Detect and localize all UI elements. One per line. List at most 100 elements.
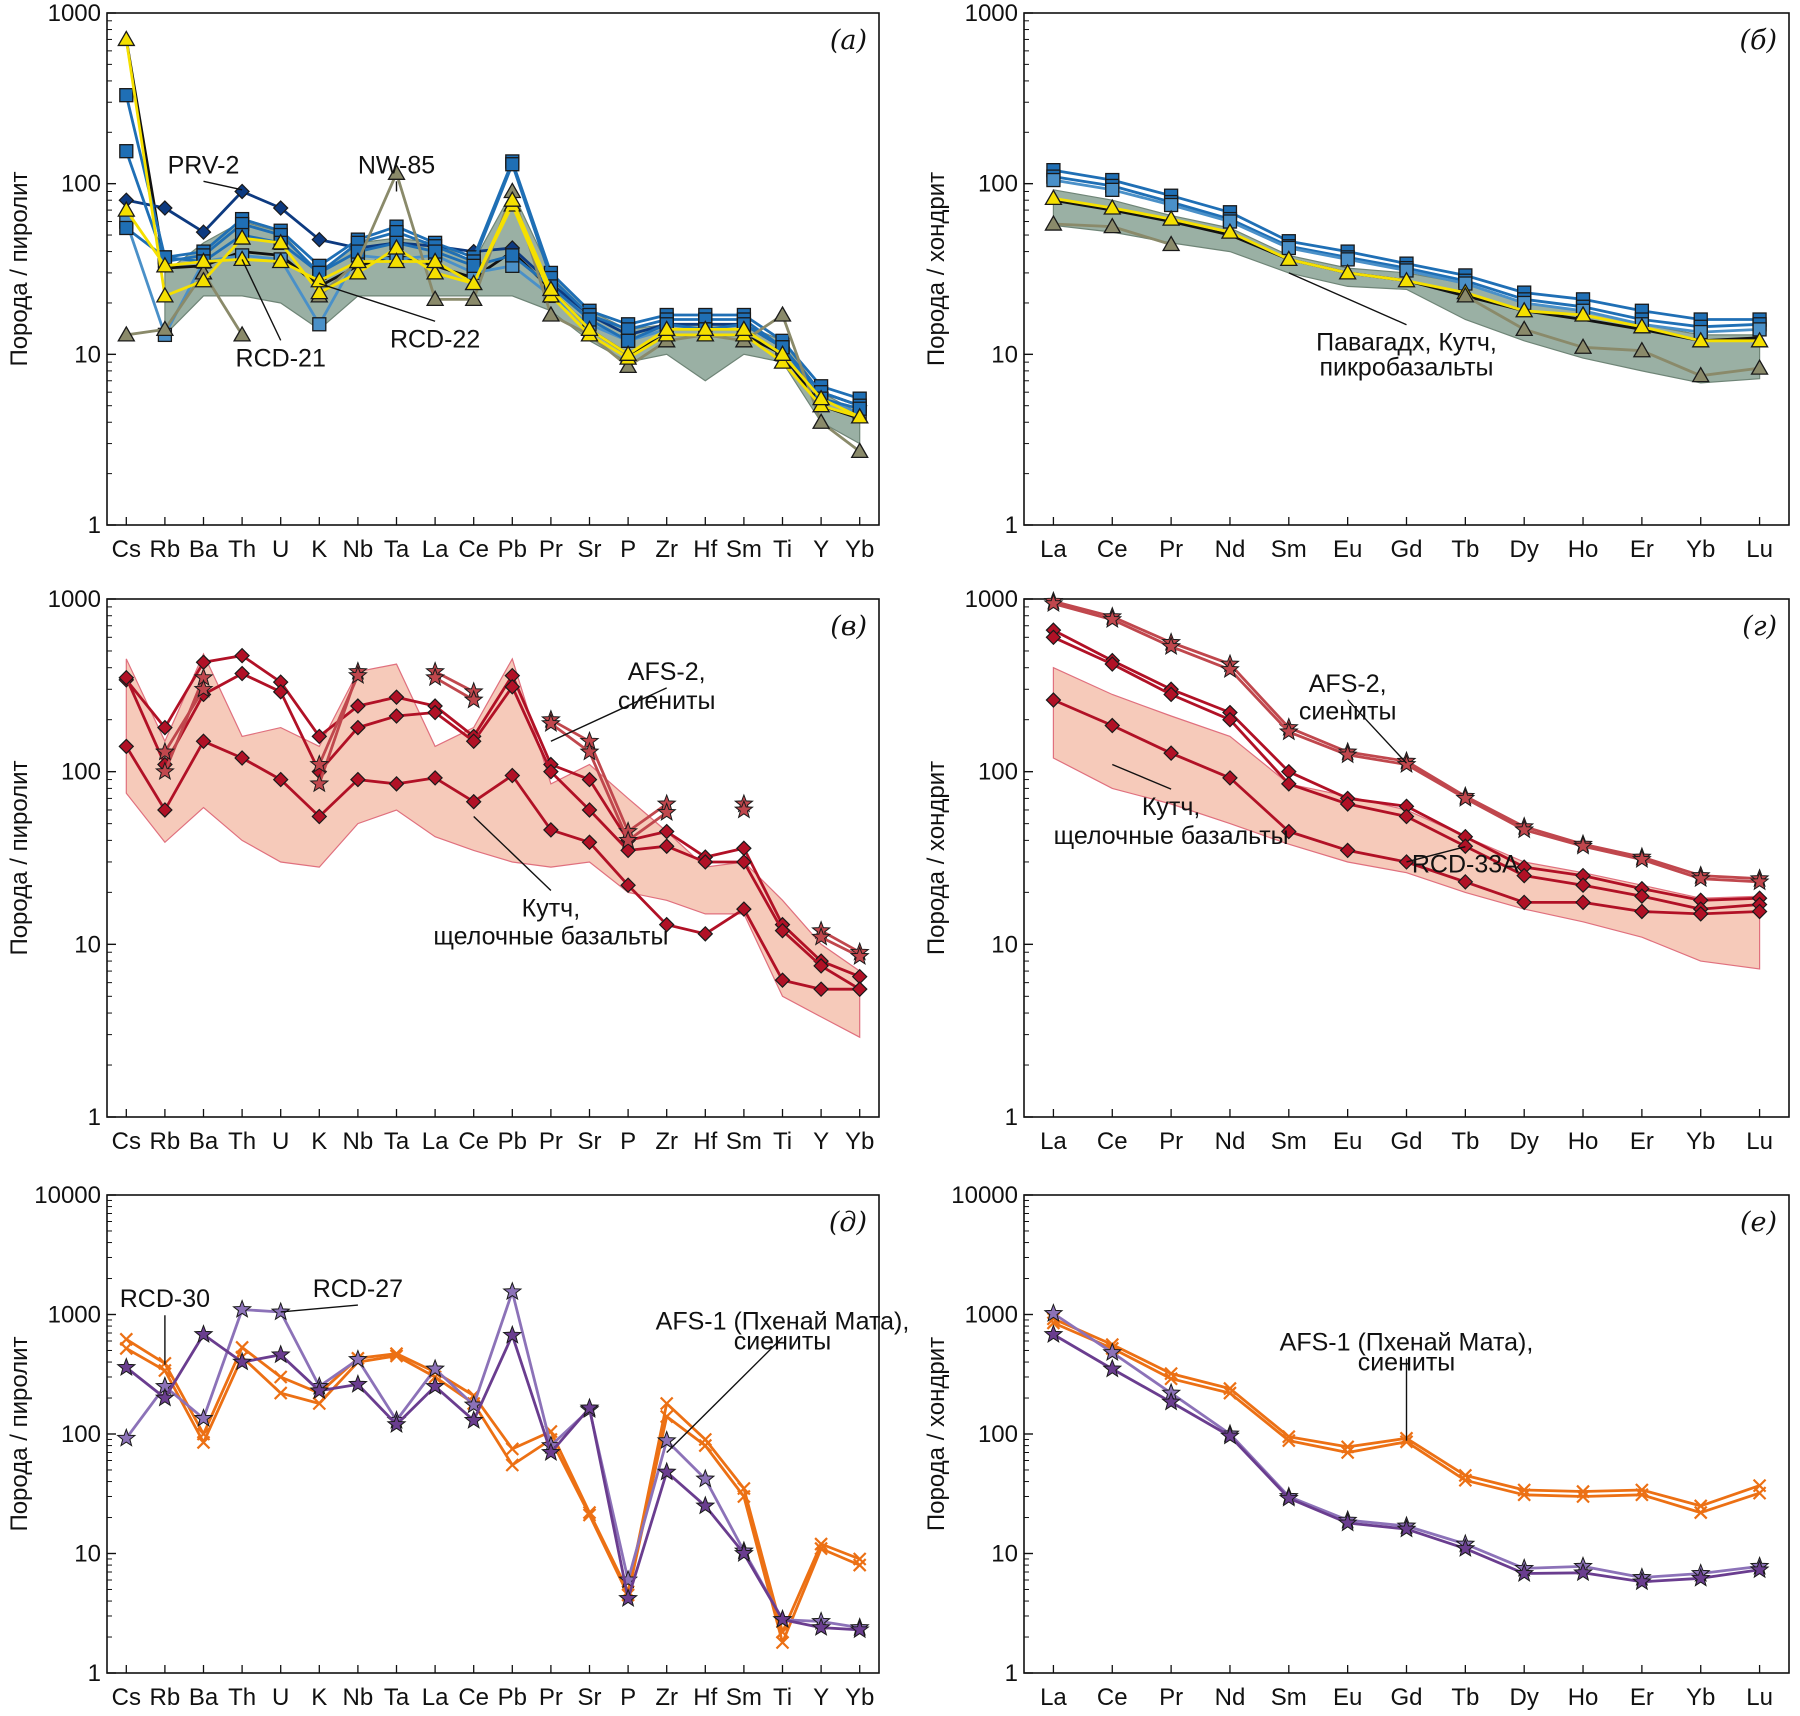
data-point xyxy=(1102,1342,1123,1362)
data-point xyxy=(232,325,252,342)
data-point xyxy=(657,320,676,337)
data-point xyxy=(502,1281,523,1301)
data-point xyxy=(737,1489,751,1504)
data-point xyxy=(425,1375,446,1395)
data-point xyxy=(155,320,175,337)
data-point xyxy=(312,317,327,332)
data-point xyxy=(464,274,483,291)
x-tick-label: Pr xyxy=(1159,536,1183,563)
data-point xyxy=(271,233,290,250)
data-point xyxy=(273,1386,288,1400)
y-tick-label: 10 xyxy=(991,1541,1018,1568)
series-line xyxy=(550,722,668,842)
series-line xyxy=(1053,175,1760,329)
data-point xyxy=(1750,358,1769,375)
data-point xyxy=(311,728,328,745)
data-point xyxy=(193,1324,214,1343)
data-point xyxy=(1455,787,1476,807)
data-point xyxy=(155,256,175,273)
x-tick-label: Hf xyxy=(693,536,717,563)
x-tick-label: P xyxy=(620,1684,636,1711)
y-tick-label: 100 xyxy=(978,1421,1018,1448)
annotation-pointer xyxy=(550,687,667,742)
annotation-label: Павагадх, Кутч, xyxy=(1316,329,1497,357)
data-point xyxy=(736,901,752,917)
series-2 xyxy=(1046,169,1767,334)
data-point xyxy=(387,163,406,180)
panel-label: (г) xyxy=(1742,611,1777,642)
x-tick-label: Sm xyxy=(1271,1684,1307,1711)
data-point xyxy=(1043,1324,1064,1343)
data-point xyxy=(154,761,175,781)
x-tick-label: La xyxy=(1040,536,1067,563)
data-point xyxy=(849,1619,870,1639)
x-tick-label: Ti xyxy=(773,1128,792,1155)
x-tick-label: Sm xyxy=(726,1128,762,1155)
data-point xyxy=(425,1358,446,1378)
x-tick-label: Sm xyxy=(1271,1128,1307,1155)
data-point xyxy=(1692,906,1709,922)
annotation-label: сиениты xyxy=(734,1327,832,1355)
data-point xyxy=(852,1558,867,1572)
series-2 xyxy=(1043,593,1770,891)
data-point xyxy=(272,683,289,700)
data-point xyxy=(427,770,443,786)
data-point xyxy=(1573,835,1593,855)
data-point xyxy=(232,1351,253,1371)
series-3 xyxy=(118,733,868,998)
data-point xyxy=(505,1458,520,1472)
annotation-pointer xyxy=(241,259,282,341)
y-tick-label: 100 xyxy=(61,1421,101,1448)
series-line xyxy=(125,1347,861,1644)
data-point xyxy=(695,1468,716,1488)
data-point xyxy=(466,258,481,273)
annotation-label: щелочные базальты xyxy=(433,922,668,950)
x-tick-label: Th xyxy=(228,1128,256,1155)
data-point xyxy=(117,325,136,342)
data-point xyxy=(463,1394,484,1414)
x-tick-label: Ba xyxy=(189,1684,219,1711)
series-line xyxy=(125,1333,860,1632)
data-point xyxy=(312,1396,327,1411)
data-point xyxy=(580,320,599,337)
data-point xyxy=(1396,1518,1417,1538)
series-2 xyxy=(118,183,868,414)
annotation-pointer xyxy=(473,815,552,891)
y-tick-label: 100 xyxy=(61,171,101,198)
data-point xyxy=(1279,250,1298,267)
x-tick-label: Nb xyxy=(343,536,374,563)
chart-panel-v: 1 10 100 1000 Cs Rb Ba Th U K Nb Ta La Ce Pb Pr Sr P Zr Hf S… xyxy=(6,586,880,1155)
data-point xyxy=(425,290,445,306)
series-9 xyxy=(117,190,869,424)
annotation-label: PRV-2 xyxy=(168,151,240,179)
data-point xyxy=(347,665,368,685)
data-point xyxy=(659,1409,674,1424)
y-tick-label: 10 xyxy=(74,341,101,368)
annotation-label: NW-85 xyxy=(358,151,435,179)
data-point xyxy=(1103,217,1122,234)
data-point xyxy=(1278,1487,1299,1507)
x-tick-label: Yb xyxy=(845,536,874,563)
data-point xyxy=(1043,1303,1064,1322)
data-point xyxy=(1161,209,1181,226)
x-tick-label: Yb xyxy=(845,1128,874,1155)
data-point xyxy=(1164,1371,1178,1386)
data-point xyxy=(1339,796,1356,812)
x-tick-label: U xyxy=(272,536,289,563)
data-point xyxy=(1104,656,1121,672)
series-line xyxy=(125,654,861,978)
data-point xyxy=(1396,754,1417,773)
data-point xyxy=(1751,903,1768,920)
x-tick-label: Ce xyxy=(458,1684,489,1711)
x-tick-label: Nd xyxy=(1215,1684,1246,1711)
series-line xyxy=(1053,178,1760,334)
data-point xyxy=(579,1397,600,1417)
series-4 xyxy=(116,1324,870,1639)
x-tick-label: Rb xyxy=(150,1684,181,1711)
x-tick-label: Dy xyxy=(1510,1128,1539,1155)
y-tick-label: 1000 xyxy=(48,586,101,613)
data-point xyxy=(425,667,446,687)
x-tick-label: Lu xyxy=(1746,1684,1773,1711)
data-point xyxy=(1634,888,1650,905)
data-point xyxy=(1690,868,1711,888)
